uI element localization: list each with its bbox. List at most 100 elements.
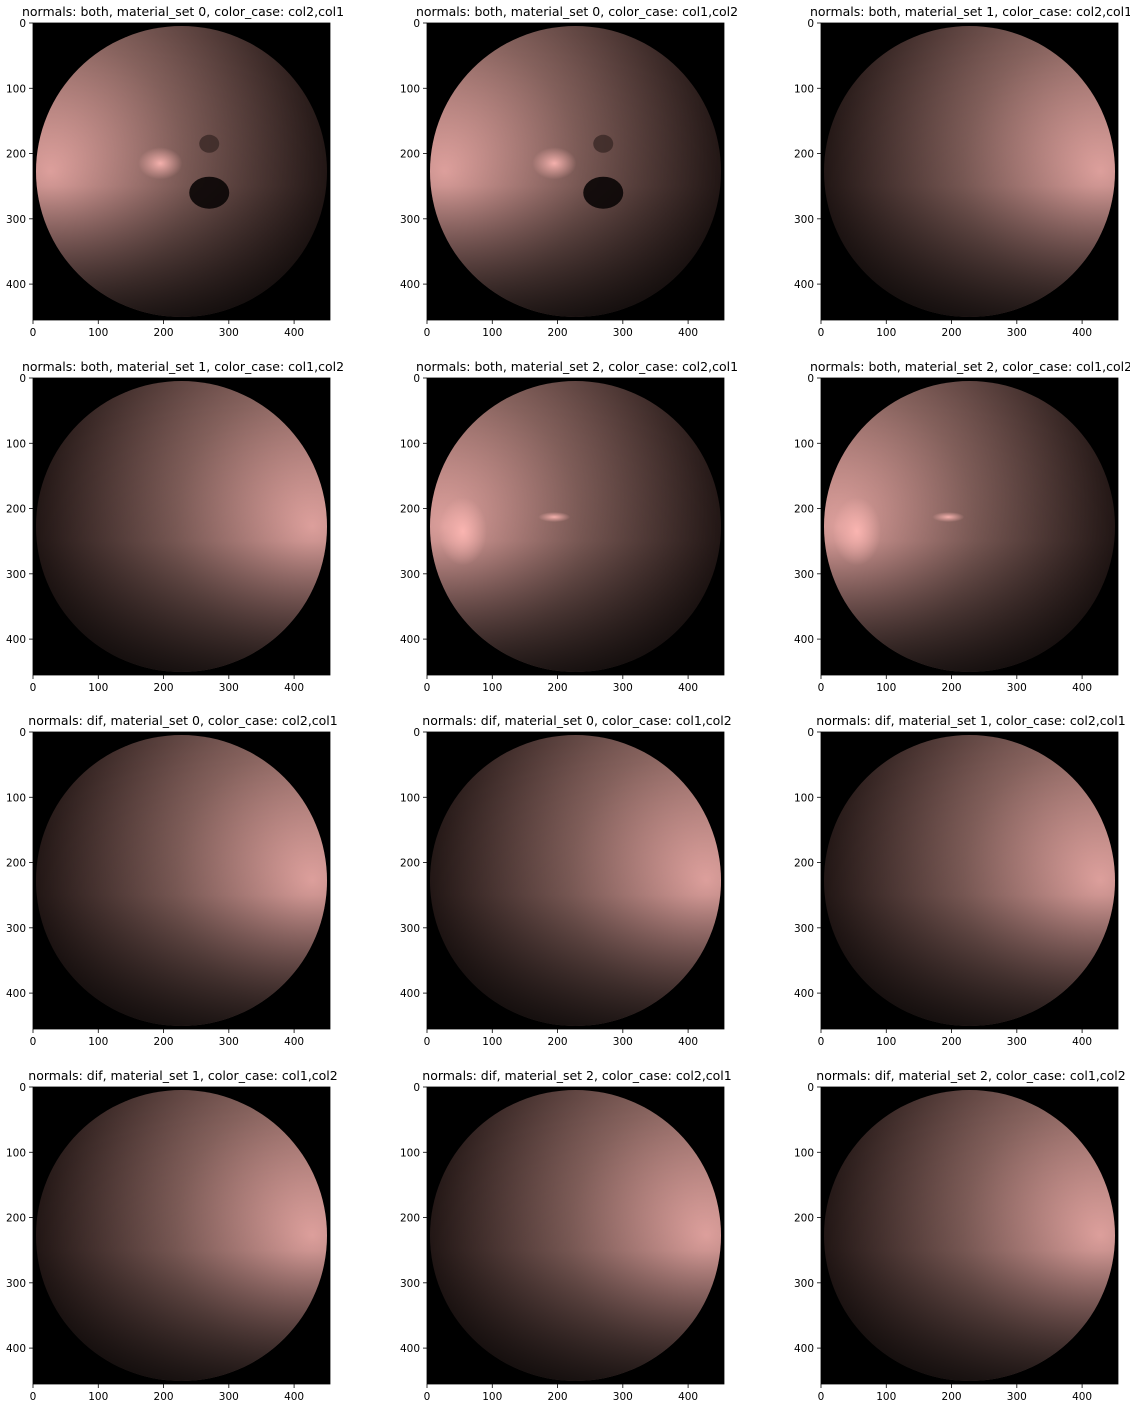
panel-title: normals: both, material_set 1, color_cas…	[809, 4, 1130, 19]
x-tick-label: 200	[154, 1036, 174, 1048]
x-tick-label: 100	[482, 1036, 502, 1048]
y-tick-label: 100	[794, 438, 814, 450]
y-tick-label: 0	[19, 18, 26, 30]
x-tick-label: 300	[1007, 1036, 1027, 1048]
y-tick-label: 0	[807, 1082, 814, 1094]
sphere-shadow	[36, 1090, 327, 1381]
panel-axes: 0 100 200 300 400 0 100 200 300 400	[794, 727, 1119, 1048]
y-tick-label: 400	[6, 634, 26, 646]
y-tick-label: 100	[400, 83, 420, 95]
y-tick-label: 300	[400, 923, 420, 935]
y-tick-label: 300	[6, 923, 26, 935]
dark-spot	[199, 134, 220, 153]
y-tick-label: 100	[6, 1147, 26, 1159]
plot-panel: 0 100 200 300 400 0 100 200 300 400 normals: both,…	[394, 4, 738, 354]
panel-title: normals: dif, material_set 1, color_case…	[28, 1068, 338, 1083]
panel-axes: 0 100 200 300 400 0 100 200 300 400	[6, 1082, 331, 1403]
y-tick-label: 100	[794, 1147, 814, 1159]
y-tick-label: 400	[794, 1343, 814, 1355]
panel-title: normals: both, material_set 0, color_cas…	[415, 4, 739, 19]
panel-title: normals: dif, material_set 2, color_case…	[816, 1068, 1126, 1083]
y-tick-label: 400	[6, 279, 26, 291]
panel-title: normals: dif, material_set 2, color_case…	[422, 1068, 732, 1083]
dark-spot	[189, 176, 230, 209]
highlight-spot	[532, 147, 577, 180]
sphere-shadow	[36, 381, 327, 672]
x-tick-label: 400	[678, 1036, 698, 1048]
x-tick-label: 300	[219, 1036, 239, 1048]
panel-title: normals: dif, material_set 0, color_case…	[28, 713, 338, 728]
x-tick-label: 300	[613, 1391, 633, 1403]
axes-frame	[820, 22, 1119, 321]
y-tick-label: 400	[400, 988, 420, 1000]
y-tick-label: 100	[6, 83, 26, 95]
panel-axes: 0 100 200 300 400 0 100 200 300 400	[6, 373, 331, 694]
x-tick-label: 300	[613, 682, 633, 694]
y-tick-label: 0	[19, 727, 26, 739]
panel-axes: 0 100 200 300 400 0 100 200 300 400	[794, 373, 1119, 694]
panel-title: normals: both, material_set 1, color_cas…	[21, 359, 345, 374]
y-tick-label: 300	[400, 569, 420, 581]
x-tick-label: 400	[678, 682, 698, 694]
plot-panel: 0 100 200 300 400 0 100 200 300 400 normals: dif, …	[394, 1068, 734, 1418]
y-tick-label: 200	[6, 858, 26, 870]
x-tick-label: 100	[876, 682, 896, 694]
panel-title: normals: dif, material_set 0, color_case…	[422, 713, 732, 728]
x-tick-label: 400	[1072, 1391, 1092, 1403]
x-tick-label: 0	[818, 682, 825, 694]
sphere-shadow	[36, 26, 327, 317]
y-tick-label: 300	[400, 214, 420, 226]
x-tick-label: 0	[424, 327, 431, 339]
x-tick-label: 100	[876, 327, 896, 339]
x-tick-label: 300	[219, 327, 239, 339]
plot-panel: 0 100 200 300 400 0 100 200 300 400 normals: both,…	[0, 359, 344, 709]
panel-title: normals: both, material_set 2, color_cas…	[415, 359, 739, 374]
y-tick-label: 100	[400, 792, 420, 804]
y-tick-label: 300	[794, 569, 814, 581]
x-tick-label: 0	[818, 1036, 825, 1048]
plot-panel: 0 100 200 300 400 0 100 200 300 400 normals: both,…	[394, 359, 738, 709]
y-tick-label: 300	[400, 1278, 420, 1290]
plot-panel: 0 100 200 300 400 0 100 200 300 400 normals: dif, …	[394, 713, 734, 1063]
dark-spot	[593, 134, 614, 153]
y-tick-label: 400	[794, 988, 814, 1000]
x-tick-label: 200	[548, 682, 568, 694]
x-tick-label: 200	[942, 1391, 962, 1403]
plot-panel: 0 100 200 300 400 0 100 200 300 400 normals: both,…	[0, 4, 344, 354]
dark-spot	[583, 176, 624, 209]
highlight-spot	[138, 147, 183, 180]
y-tick-label: 400	[794, 279, 814, 291]
x-tick-label: 300	[219, 682, 239, 694]
x-tick-label: 100	[482, 682, 502, 694]
y-tick-label: 200	[6, 1213, 26, 1225]
sphere-shadow	[824, 1090, 1115, 1381]
x-tick-label: 200	[154, 327, 174, 339]
x-tick-label: 400	[1072, 327, 1092, 339]
y-tick-label: 200	[400, 504, 420, 516]
panel-axes: 0 100 200 300 400 0 100 200 300 400	[794, 1082, 1119, 1403]
axes-frame	[820, 377, 1119, 676]
x-tick-label: 200	[942, 327, 962, 339]
x-tick-label: 300	[219, 1391, 239, 1403]
y-tick-label: 0	[19, 1082, 26, 1094]
panel-axes: 0 100 200 300 400 0 100 200 300 400	[400, 373, 725, 694]
y-tick-label: 100	[400, 1147, 420, 1159]
y-tick-label: 400	[794, 634, 814, 646]
x-tick-label: 100	[482, 1391, 502, 1403]
x-tick-label: 0	[818, 1391, 825, 1403]
x-tick-label: 0	[424, 1036, 431, 1048]
y-tick-label: 200	[794, 149, 814, 161]
y-tick-label: 300	[794, 214, 814, 226]
x-tick-label: 300	[613, 327, 633, 339]
x-tick-label: 200	[942, 1036, 962, 1048]
x-tick-label: 400	[284, 327, 304, 339]
axes-frame	[426, 1086, 725, 1385]
y-tick-label: 400	[400, 1343, 420, 1355]
x-tick-label: 200	[154, 1391, 174, 1403]
panel-title: normals: both, material_set 2, color_cas…	[809, 359, 1130, 374]
panel-axes: 0 100 200 300 400 0 100 200 300 400	[6, 18, 331, 339]
plot-panel: 0 100 200 300 400 0 100 200 300 400 normals: both,…	[788, 359, 1130, 709]
axes-frame	[32, 22, 331, 321]
y-tick-label: 100	[6, 792, 26, 804]
